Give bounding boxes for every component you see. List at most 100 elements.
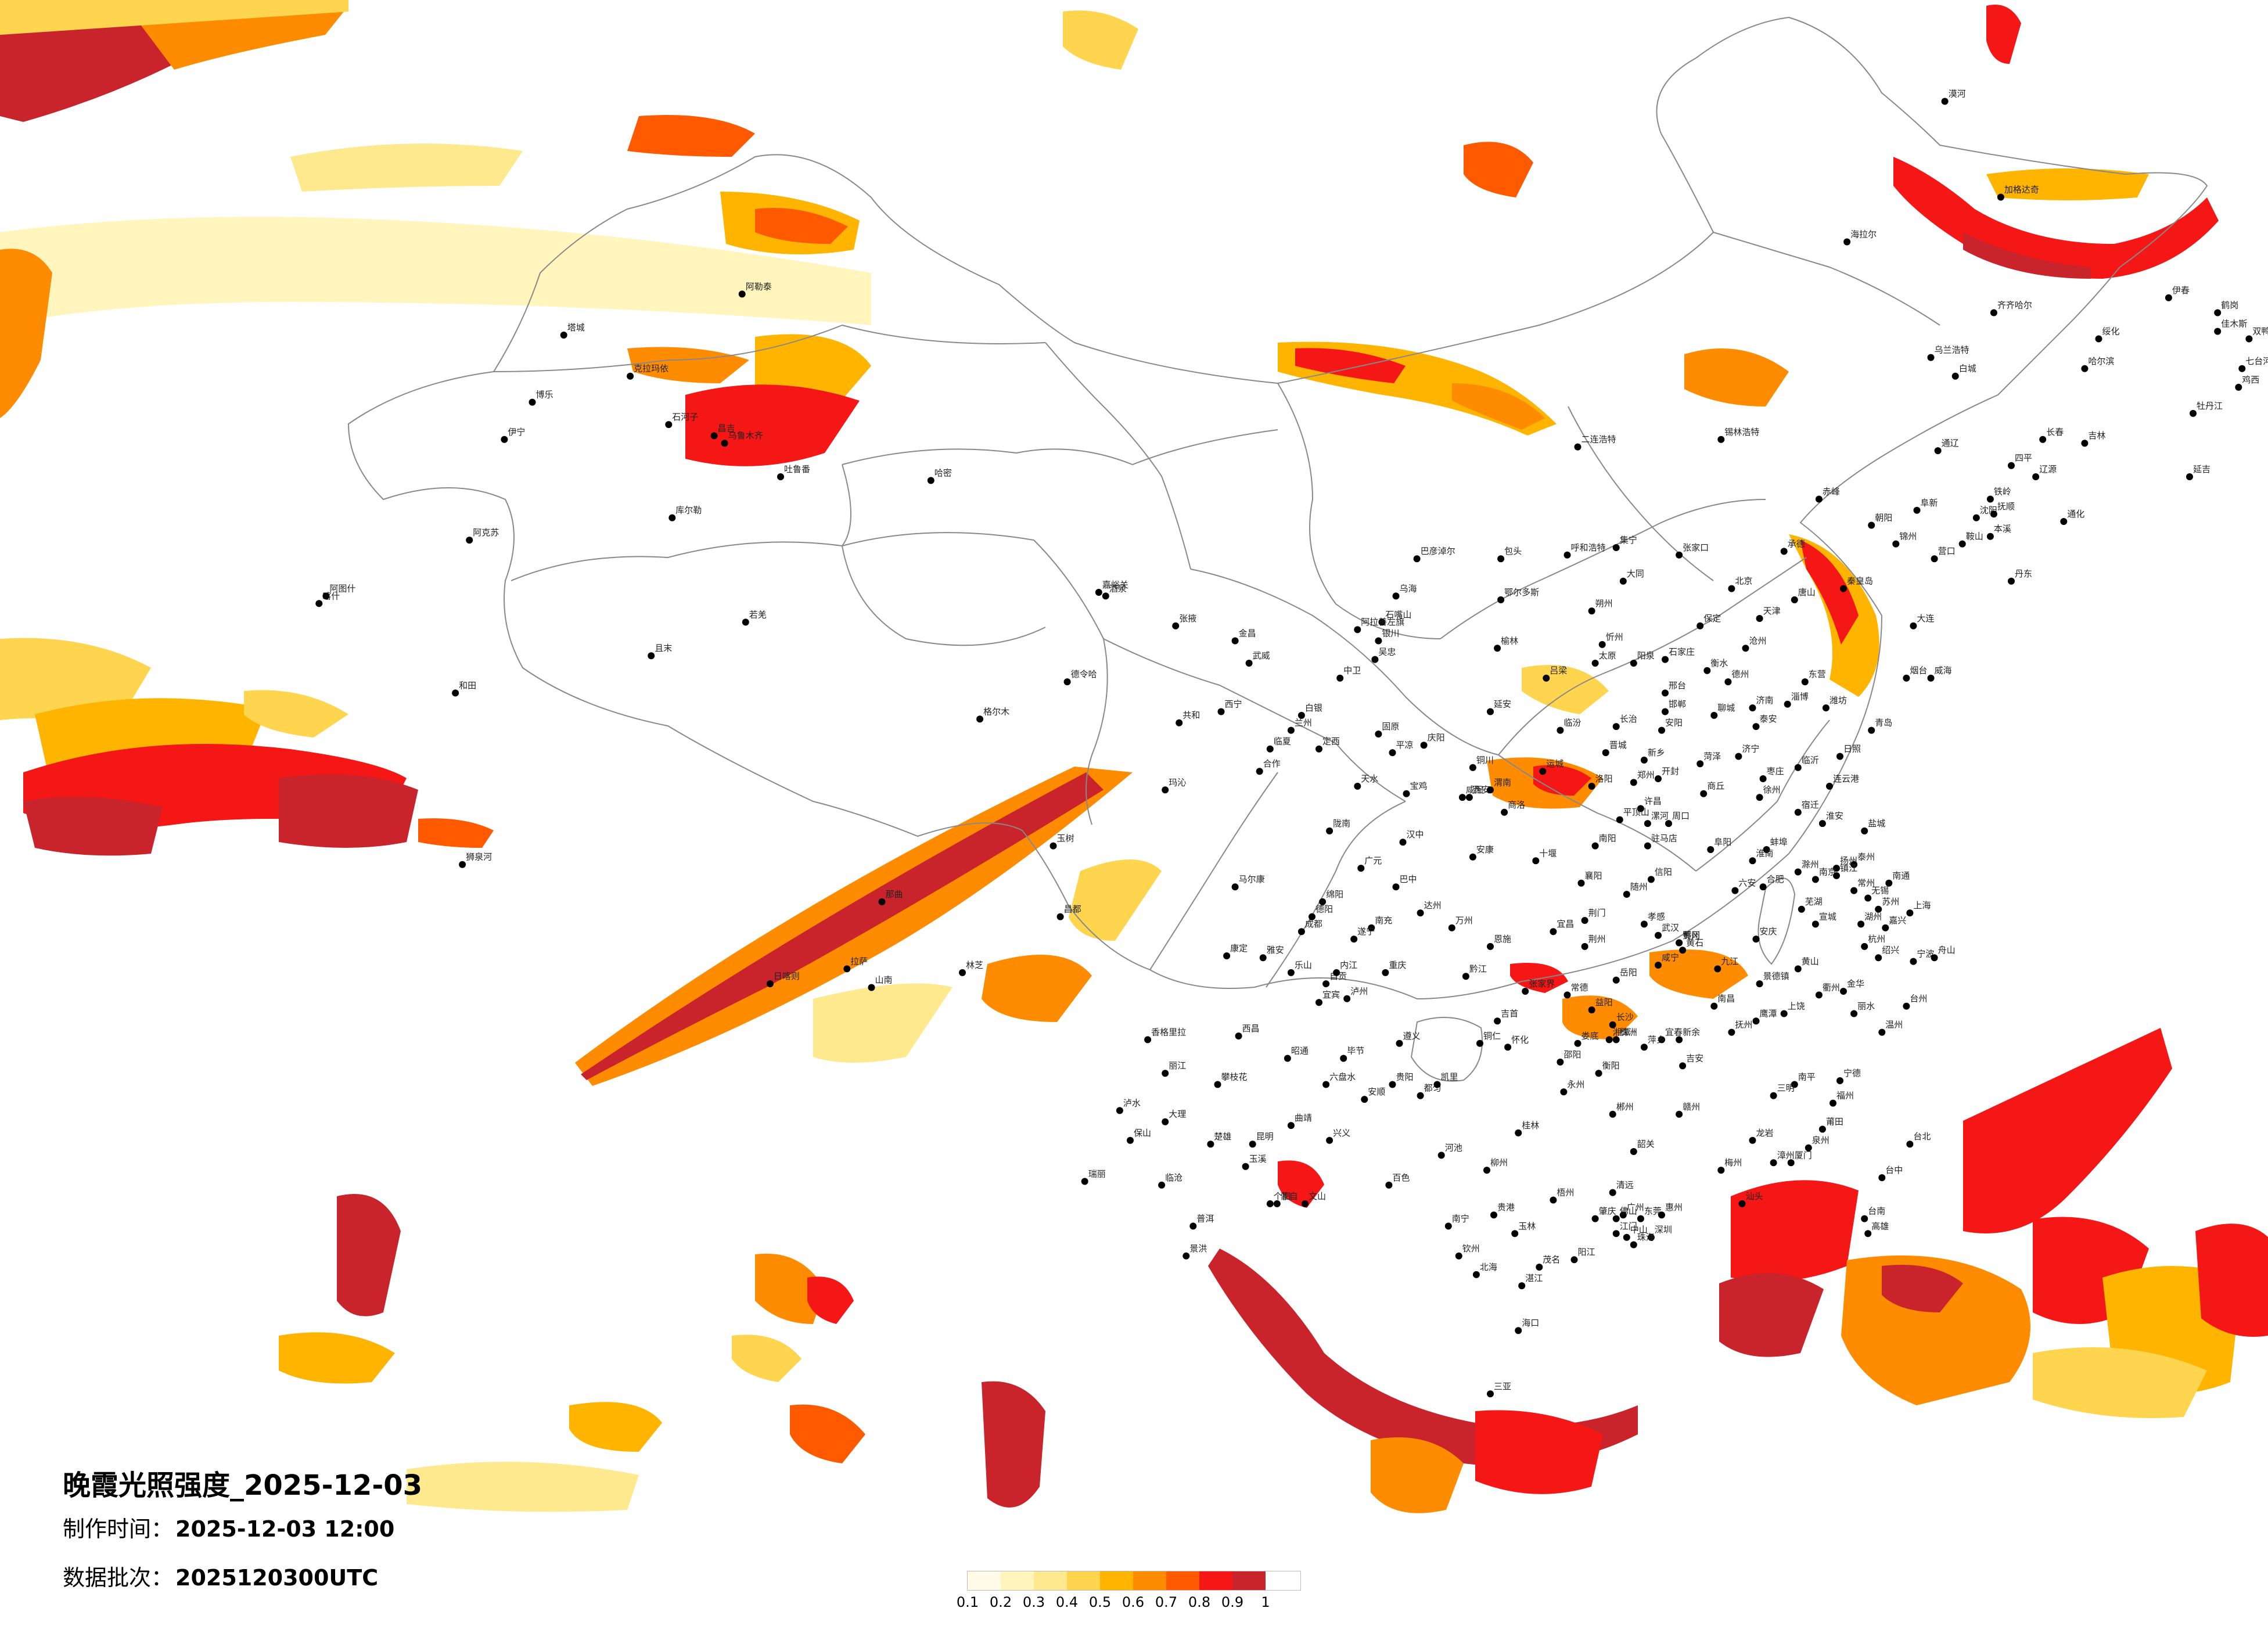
city-marker: 上海 <box>1906 900 1931 917</box>
city-marker: 呼和浩特 <box>1563 542 1606 559</box>
city-label: 鸡西 <box>2242 375 2259 385</box>
glow-patch <box>569 1402 662 1452</box>
city-label: 格尔木 <box>983 706 1009 717</box>
city-dot <box>1749 857 1756 865</box>
city-dot <box>1389 749 1396 757</box>
city-label: 营口 <box>1938 546 1956 556</box>
city-dot <box>1591 660 1599 667</box>
city-marker: 攀枝花 <box>1214 1072 1248 1088</box>
production-time-label: 制作时间： <box>63 1516 174 1542</box>
city-marker: 加格达奇 <box>1997 185 2039 201</box>
city-dot <box>1818 820 1826 828</box>
city-dot <box>2214 328 2222 335</box>
city-label: 平顶山 <box>1623 807 1649 818</box>
city-marker: 固原 <box>1375 721 1399 738</box>
glow-patch <box>982 955 1092 1022</box>
city-dot <box>1417 909 1424 917</box>
city-marker: 承德 <box>1780 538 1805 555</box>
city-dot <box>2165 294 2172 301</box>
city-marker: 安顺 <box>1361 1087 1385 1103</box>
city-label: 宜昌 <box>1557 919 1574 929</box>
city-marker: 海拉尔 <box>1843 229 1877 246</box>
city-label: 泸州 <box>1350 986 1368 997</box>
city-label: 嘉峪关 <box>1102 580 1128 590</box>
city-marker: 西昌 <box>1235 1023 1260 1039</box>
city-label: 阜新 <box>1921 498 1938 508</box>
city-label: 长治 <box>1620 714 1637 724</box>
city-label: 漯河 <box>1651 811 1669 821</box>
city-marker: 合肥 <box>1759 874 1784 891</box>
city-dot <box>1249 1141 1256 1148</box>
city-marker: 西安 <box>1465 785 1490 801</box>
city-dot <box>1543 674 1550 682</box>
city-marker: 百色 <box>1385 1172 1410 1189</box>
city-label: 赣州 <box>1683 1102 1700 1112</box>
city-dot <box>1756 615 1763 622</box>
city-dot <box>1382 969 1389 976</box>
city-label: 日照 <box>1843 744 1861 754</box>
city-marker: 成都 <box>1297 919 1322 936</box>
city-dot <box>1770 1159 1777 1167</box>
city-dot <box>1333 969 1340 976</box>
legend-tick-labels: 0.1 0.2 0.3 0.4 0.5 0.6 0.7 0.8 0.9 1 <box>957 1591 1301 1614</box>
glow-patch <box>279 1332 395 1384</box>
legend-tick-label: 0.2 <box>989 1594 1012 1610</box>
city-marker: 阿图什 <box>322 583 355 600</box>
city-label: 湖州 <box>1864 911 1882 922</box>
city-label: 德令哈 <box>1071 669 1097 679</box>
city-marker: 赣州 <box>1676 1102 1700 1118</box>
city-dot <box>1717 436 1725 443</box>
city-marker: 贵阳 <box>1389 1072 1414 1088</box>
city-dot <box>2008 577 2015 585</box>
city-label: 普洱 <box>1196 1213 1214 1224</box>
city-dot <box>1752 1017 1760 1025</box>
city-dot <box>1242 1163 1249 1170</box>
city-dot <box>1903 1002 1910 1010</box>
city-dot <box>1095 589 1102 596</box>
legend-swatch <box>1199 1571 1232 1590</box>
city-marker: 白城 <box>1951 364 1976 380</box>
city-label: 临沂 <box>1802 755 1819 765</box>
province-border <box>493 324 1046 372</box>
city-marker: 岳阳 <box>1612 967 1637 984</box>
city-dot <box>1679 1062 1687 1070</box>
city-dot <box>1385 1181 1393 1189</box>
city-label: 兰州 <box>1295 718 1312 728</box>
city-dot <box>1791 1081 1798 1088</box>
city-label: 枣庄 <box>1767 766 1784 776</box>
city-dot <box>1189 1222 1197 1230</box>
city-dot <box>1927 354 1935 361</box>
city-marker: 鞍山 <box>1958 531 1983 548</box>
city-label: 太原 <box>1599 650 1616 661</box>
city-dot <box>1287 1122 1295 1129</box>
city-label: 铜仁 <box>1483 1031 1501 1041</box>
glow-patch <box>1731 1180 1859 1282</box>
city-dot <box>1315 745 1322 753</box>
city-marker: 林芝 <box>959 960 983 976</box>
city-marker: 香格里拉 <box>1144 1027 1186 1044</box>
city-dot <box>721 440 728 447</box>
city-dot <box>1910 622 1917 629</box>
city-dot <box>1127 1136 1134 1144</box>
city-label: 张家口 <box>1683 542 1709 553</box>
city-label: 天津 <box>1763 606 1781 616</box>
city-dot <box>1878 1028 1886 1036</box>
city-marker: 宜昌 <box>1550 919 1574 936</box>
city-marker: 湘潭 <box>1605 1027 1630 1044</box>
city-dot <box>1595 1070 1602 1077</box>
city-label: 宁德 <box>1843 1068 1861 1078</box>
province-border <box>511 532 1034 581</box>
city-label: 阿勒泰 <box>746 281 772 292</box>
city-dot <box>1637 1215 1644 1222</box>
glow-patch <box>23 797 163 856</box>
city-marker: 绥化 <box>2095 326 2120 343</box>
city-marker: 淄博 <box>1784 692 1809 708</box>
city-dot <box>1892 540 1900 548</box>
city-label: 贵阳 <box>1396 1072 1414 1082</box>
glow-patch <box>1562 995 1638 1039</box>
city-dot <box>1273 1200 1281 1207</box>
city-marker: 克拉玛依 <box>627 364 668 380</box>
city-dot <box>1437 1152 1445 1159</box>
city-dot <box>742 618 749 626</box>
city-dot <box>1557 726 1564 734</box>
